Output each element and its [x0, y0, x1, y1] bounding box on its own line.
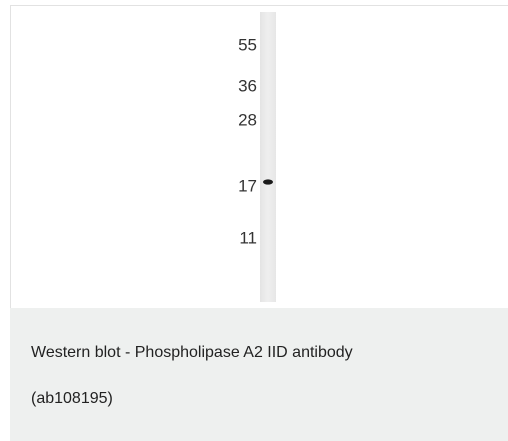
- page: 55 36 28 17 11 Western blot - Phospholipase …: [0, 0, 508, 441]
- blot-lane: [260, 12, 276, 302]
- caption-box: Western blot - Phospholipase A2 IID anti…: [10, 308, 508, 441]
- caption-title: Western blot - Phospholipase A2 IID anti…: [31, 344, 353, 362]
- marker-labels: 55 36 28 17 11: [238, 35, 257, 247]
- blot-image: 55 36 28 17 11: [11, 6, 508, 308]
- blot-band: [263, 179, 273, 184]
- figure-frame: 55 36 28 17 11: [10, 5, 508, 309]
- caption-code: (ab108195): [31, 390, 113, 408]
- marker-label: 36: [238, 76, 257, 95]
- marker-label: 55: [238, 35, 257, 54]
- marker-label: 11: [239, 228, 257, 247]
- marker-label: 17: [238, 176, 257, 195]
- marker-label: 28: [238, 110, 257, 129]
